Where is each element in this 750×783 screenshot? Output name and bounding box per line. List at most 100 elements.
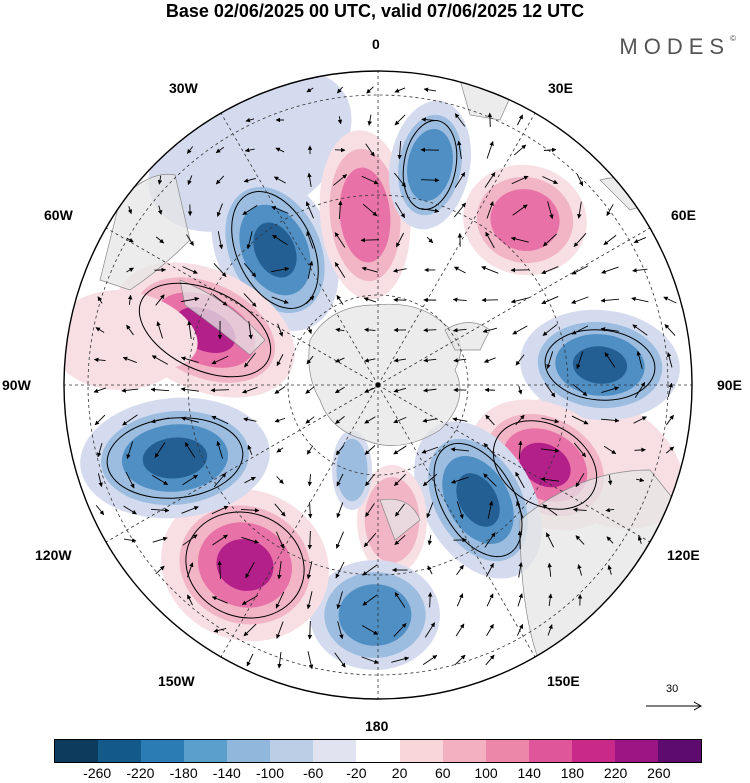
wind-arrow [542, 324, 558, 336]
wind-arrow [510, 236, 529, 243]
contour-line [433, 442, 523, 558]
wind-arrow [607, 564, 612, 575]
wind-arrow [362, 594, 378, 606]
landmass [179, 279, 266, 356]
wind-arrow [93, 387, 107, 393]
wind-arrow [241, 595, 259, 605]
wind-arrow [541, 448, 560, 453]
wind-arrow [394, 114, 406, 126]
wind-arrow [483, 357, 496, 363]
wind-arrow [605, 507, 615, 513]
reference-vector: 30 [640, 683, 710, 713]
wind-arrow [306, 87, 314, 93]
wind-arrow [333, 174, 348, 186]
wind-arrow [180, 387, 199, 392]
wind-arrow [126, 324, 134, 336]
wind-arrow [427, 565, 433, 575]
colorbar-bin [657, 740, 701, 762]
wind-arrow [305, 201, 314, 219]
wind-arrow [487, 500, 494, 519]
wind-arrow [186, 234, 194, 246]
wind-arrow [186, 562, 194, 578]
wind-arrow [393, 416, 407, 424]
wind-arrow [93, 357, 106, 363]
wind-arrow [601, 386, 620, 394]
wind-arrow [541, 296, 559, 305]
wind-arrow [517, 593, 523, 607]
wind-arrow [97, 296, 103, 304]
wind-arrow [603, 445, 617, 455]
wind-arrow [337, 621, 344, 640]
wind-arrow [150, 387, 170, 392]
reference-arrow-icon [646, 701, 703, 711]
wind-arrow [365, 473, 375, 487]
wind-arrow [97, 473, 103, 488]
wind-arrow [603, 234, 617, 246]
colorbar-tick-label: 140 [517, 765, 541, 781]
colorbar-bin [528, 740, 572, 762]
lon-label-60e: 60E [671, 207, 696, 223]
wind-arrow [213, 627, 227, 633]
wind-arrow [245, 561, 255, 579]
lon-label-90w: 90W [2, 377, 31, 393]
wind-arrow [307, 172, 312, 188]
wind-arrow [126, 441, 134, 460]
wind-arrow [95, 327, 105, 333]
anomaly-shade [407, 128, 453, 202]
wind-arrow [487, 112, 493, 127]
wind-arrow [456, 564, 464, 576]
brand-text: MODES [619, 34, 731, 59]
wind-arrow [275, 591, 285, 609]
wind-arrow [540, 477, 559, 482]
wind-arrow [334, 652, 346, 668]
wind-arrow [453, 358, 467, 363]
wind-arrow [420, 177, 440, 183]
wind-arrow [306, 231, 314, 249]
wind-arrow [577, 201, 582, 219]
wind-arrow [515, 414, 525, 426]
wind-arrow [126, 267, 134, 273]
wind-arrow [665, 446, 675, 454]
wind-arrow [242, 204, 258, 216]
wind-arrow [271, 266, 290, 273]
wind-arrow [307, 260, 314, 279]
wind-arrow [277, 323, 284, 337]
wind-arrow [246, 231, 253, 250]
wind-arrow [512, 325, 528, 335]
anomaly-shade [336, 438, 368, 502]
landmass [379, 498, 421, 541]
wind-arrow [127, 294, 133, 305]
wind-arrow [394, 473, 406, 487]
wind-arrow [571, 265, 589, 275]
wind-arrow [606, 536, 614, 544]
wind-arrow [451, 476, 469, 484]
wind-arrow [247, 444, 253, 455]
wind-arrow [453, 202, 467, 218]
wind-arrow [393, 358, 407, 363]
wind-arrow [335, 531, 344, 549]
meridian-line [377, 224, 656, 386]
colorbar-bin [614, 740, 658, 762]
wind-arrow [548, 593, 553, 607]
wind-arrow [245, 117, 255, 123]
wind-arrow [305, 295, 315, 305]
wind-arrow [182, 534, 198, 546]
wind-arrow [157, 175, 163, 185]
lon-label-0: 0 [372, 36, 380, 52]
wind-arrow [361, 175, 379, 185]
wind-arrow [213, 472, 227, 488]
wind-vectors [93, 86, 677, 670]
wind-arrow [607, 475, 613, 486]
wind-arrow [273, 176, 286, 184]
wind-arrow [246, 653, 254, 667]
wind-arrow [421, 208, 440, 214]
wind-arrow [335, 357, 345, 363]
wind-arrow [364, 358, 376, 363]
wind-arrow [306, 591, 313, 610]
meridian-line [377, 384, 656, 546]
wind-arrow [454, 172, 466, 188]
wind-arrow [187, 175, 193, 185]
wind-arrow [541, 266, 559, 274]
wind-arrow [243, 177, 256, 183]
wind-arrow [391, 656, 410, 663]
